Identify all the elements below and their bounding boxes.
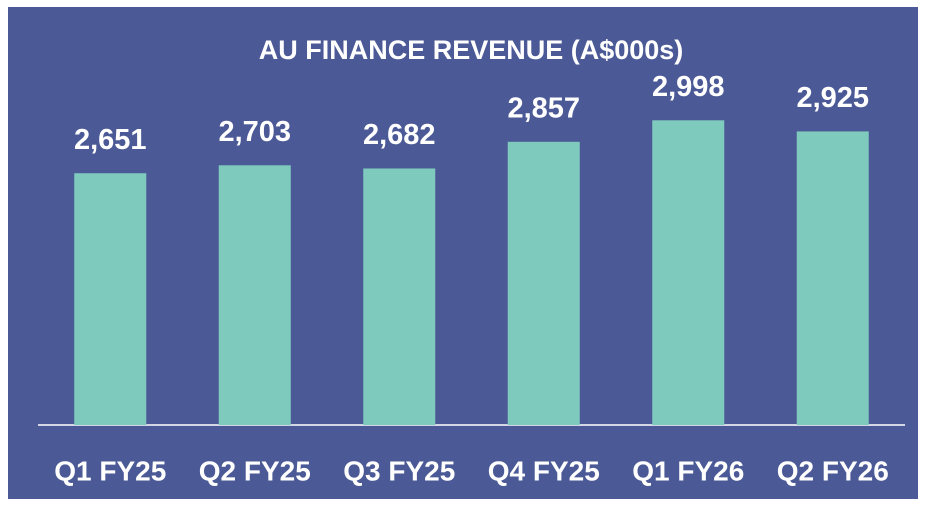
bar	[507, 141, 580, 425]
bar	[218, 165, 291, 426]
x-tick-label: Q2 FY26	[777, 455, 889, 486]
bar	[74, 173, 147, 425]
bar	[796, 131, 869, 425]
value-label: 2,857	[507, 92, 580, 124]
x-tick-label: Q1 FY25	[54, 455, 166, 486]
value-label: 2,925	[796, 82, 869, 114]
value-label: 2,682	[363, 119, 436, 151]
bar	[652, 120, 725, 426]
value-label: 2,998	[652, 71, 725, 103]
value-label: 2,651	[74, 124, 147, 156]
value-label: 2,703	[218, 116, 291, 148]
x-tick-label: Q4 FY25	[488, 455, 600, 486]
bar	[363, 168, 436, 425]
x-tick-label: Q2 FY25	[199, 455, 311, 486]
chart-title: AU FINANCE REVENUE (A$000s)	[259, 35, 684, 65]
x-tick-label: Q3 FY25	[343, 455, 455, 486]
x-tick-label: Q1 FY26	[632, 455, 744, 486]
chart-background	[8, 7, 918, 499]
